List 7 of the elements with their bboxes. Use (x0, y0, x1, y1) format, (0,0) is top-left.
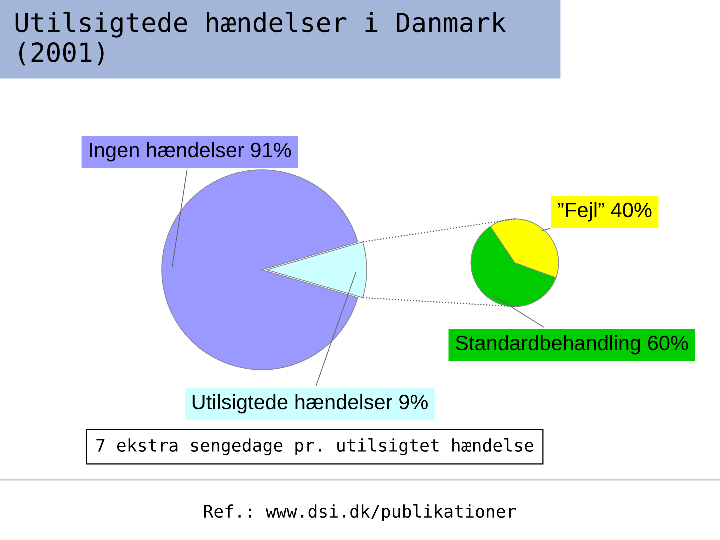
chart-title: Utilsigtede hændelser i Danmark (2001) (16, 12, 506, 66)
slice-label: Ingen hændelser 91% (90, 142, 292, 162)
text: 7 ekstra sengedage pr. utilsigtet hændelse (96, 438, 534, 456)
slice-label: Utilsigtede hændelser 9% (192, 394, 428, 414)
slice-label: Standardbehandling 60% (456, 335, 688, 355)
text: Ref.: www.dsi.dk/publikationer (204, 504, 516, 522)
slice-label: ”Fejl” 40% (558, 202, 652, 222)
